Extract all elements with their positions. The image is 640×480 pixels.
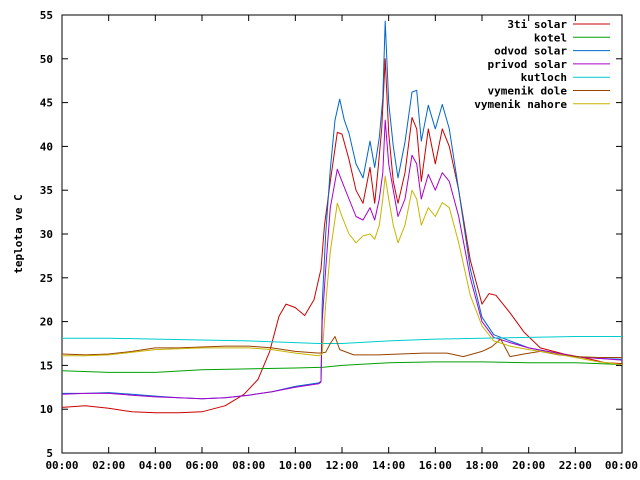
series-line-privod-solar — [61, 119, 623, 400]
legend-label: vymenik nahore — [474, 98, 567, 111]
series-line-kotel — [61, 361, 623, 373]
x-tick-label: 08:00 — [232, 459, 265, 472]
y-tick-label: 10 — [40, 403, 53, 416]
y-tick-label: 45 — [40, 97, 53, 110]
y-tick-label: 50 — [40, 53, 53, 66]
y-tick-label: 20 — [40, 316, 53, 329]
series-line-kutloch — [62, 336, 622, 344]
x-tick-label: 00:00 — [605, 459, 638, 472]
series-line-3ti-solar — [61, 58, 623, 414]
x-tick-label: 02:00 — [92, 459, 125, 472]
legend-label: privod solar — [488, 58, 568, 71]
y-tick-label: 25 — [40, 272, 53, 285]
y-tick-label: 55 — [40, 9, 53, 22]
series-lines — [61, 20, 623, 414]
y-tick-label: 40 — [40, 140, 53, 153]
x-tick-label: 22:00 — [559, 459, 592, 472]
x-tick-label: 16:00 — [419, 459, 452, 472]
axis-ticks — [61, 14, 623, 454]
legend-label: odvod solar — [494, 45, 567, 58]
x-tick-label: 12:00 — [325, 459, 358, 472]
y-axis-title: teplota ve C — [12, 194, 25, 273]
x-tick-label: 14:00 — [372, 459, 405, 472]
x-tick-label: 04:00 — [139, 459, 172, 472]
legend-label: kotel — [534, 31, 567, 44]
y-tick-label: 15 — [40, 359, 53, 372]
x-tick-label: 18:00 — [465, 459, 498, 472]
x-tick-labels: 00:00 02:00 04:00 06:00 08:00 10:00 12:00 14:00… — [45, 459, 638, 472]
y-tick-label: 5 — [46, 447, 53, 460]
series-line-vymenik-nahore — [62, 175, 623, 365]
x-tick-label: 10:00 — [279, 459, 312, 472]
series-line-vymenik-dole — [61, 336, 622, 358]
legend-label: vymenik dole — [488, 85, 568, 98]
y-tick-label: 30 — [40, 228, 53, 241]
legend-label: kutloch — [521, 71, 567, 84]
x-tick-label: 20:00 — [512, 459, 545, 472]
y-tick-labels: 5 10 15 20 25 30 35 40 45 50 55 — [40, 9, 53, 460]
y-tick-label: 35 — [40, 184, 53, 197]
x-tick-label: 06:00 — [185, 459, 218, 472]
legend-label: 3ti solar — [507, 18, 567, 31]
x-tick-label: 00:00 — [45, 459, 78, 472]
